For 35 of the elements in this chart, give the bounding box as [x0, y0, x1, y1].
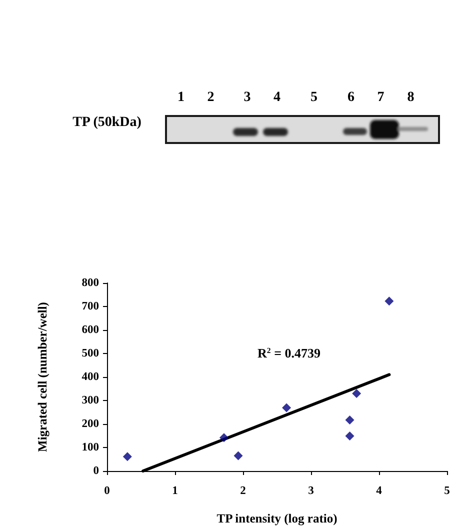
y-axis-title: Migrated cell (number/well)	[36, 302, 50, 452]
y-tick-label: 700	[82, 300, 100, 312]
annotation: 2	[266, 346, 271, 356]
x-tick-label: 4	[376, 485, 382, 497]
y-tick-label: 100	[82, 442, 100, 454]
x-axis-title: TP intensity (log ratio)	[216, 512, 338, 526]
text: 4	[274, 90, 280, 104]
text: 8	[407, 90, 414, 104]
y-tick-label: 600	[82, 324, 100, 336]
x-tick-label: 5	[444, 485, 450, 497]
point	[282, 403, 292, 412]
x-tick-label: 2	[240, 485, 246, 497]
text: TP (50kDa)	[72, 115, 142, 130]
y-tick-label: 400	[82, 371, 100, 383]
point	[219, 433, 228, 442]
point	[234, 451, 243, 460]
point	[352, 388, 362, 398]
text: 5	[310, 90, 318, 104]
y-tick-label: 800	[82, 277, 100, 289]
y-tick-label: 200	[82, 418, 100, 430]
text: 2	[207, 90, 214, 104]
y-tick-label: 300	[82, 394, 100, 406]
x-tick-label: 1	[172, 485, 178, 497]
text: 1	[178, 90, 184, 104]
point	[345, 416, 354, 425]
text: 3	[244, 90, 251, 104]
text: 7	[377, 90, 384, 104]
x-tick-label: 0	[104, 485, 110, 497]
point	[345, 431, 354, 440]
point	[122, 452, 132, 462]
x-tick-label: 3	[308, 485, 314, 497]
y-tick-label: 500	[82, 348, 100, 360]
text: 6	[348, 90, 354, 104]
point	[384, 296, 394, 306]
y-tick-label: 0	[93, 465, 100, 477]
